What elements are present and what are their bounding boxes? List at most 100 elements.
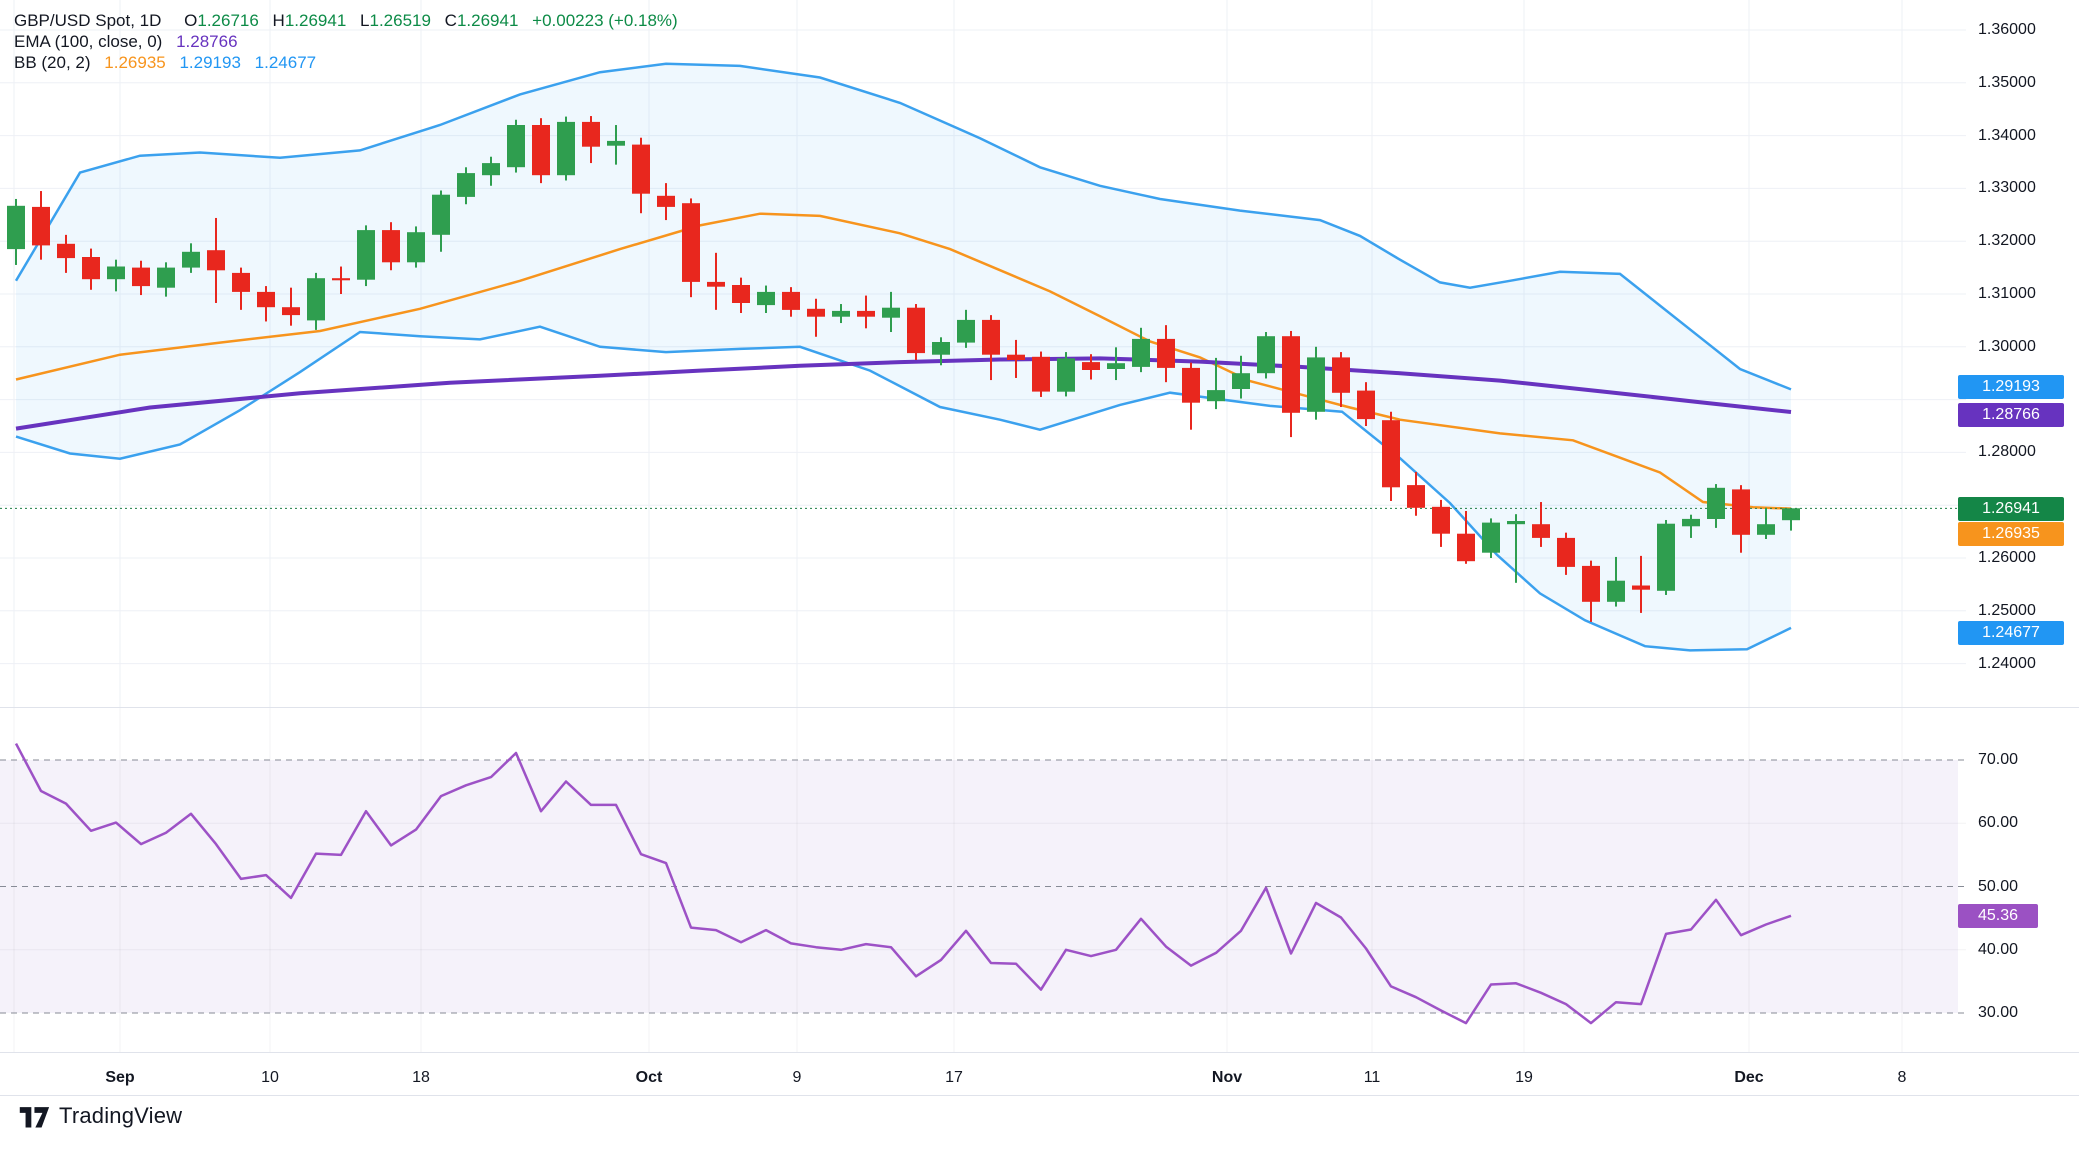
candle-body [1107, 363, 1125, 369]
price-axis-label: 1.33000 [1978, 179, 2036, 197]
candle-body [1157, 338, 1175, 368]
candle-body [1507, 521, 1525, 525]
time-axis-label: 10 [261, 1069, 279, 1086]
price-axis-label: 1.35000 [1978, 73, 2036, 91]
rsi-value-badge: 45.36 [1958, 903, 2038, 928]
candle-body [157, 267, 175, 288]
candle-body [932, 342, 950, 355]
candle-body [1607, 580, 1625, 602]
time-axis-label: 9 [792, 1069, 802, 1086]
candle-body [582, 121, 600, 147]
candle-body [282, 307, 300, 316]
price-axis-label: 1.24000 [1978, 654, 2036, 672]
candle-body [1532, 524, 1550, 538]
candle-body [1757, 524, 1775, 535]
rsi-line [14, 743, 1792, 1025]
candle-body [7, 205, 25, 250]
candle-body [1282, 336, 1300, 413]
candle-body [607, 140, 625, 146]
candle-body [882, 307, 900, 318]
pane-divider[interactable] [0, 707, 2079, 708]
last-price-badge: 1.26941 [1958, 497, 2064, 521]
candle-body [857, 310, 875, 317]
bb-basis-value: 1.26935 [104, 53, 166, 72]
candle-body [82, 257, 100, 280]
high-value: 1.26941 [284, 11, 347, 30]
candle-body [132, 267, 150, 287]
time-axis-label: Nov [1211, 1069, 1243, 1086]
candle-body [532, 125, 550, 176]
rsi-axis-label: 40.00 [1978, 940, 2019, 958]
open-value: 1.26716 [197, 11, 259, 30]
tradingview-logo[interactable]: TradingView [18, 1103, 182, 1129]
candle-body [982, 319, 1000, 355]
price-axis-label: 1.26000 [1978, 549, 2036, 566]
candle-body [182, 251, 200, 268]
tradingview-logo-icon [19, 1107, 50, 1128]
candle-body [1632, 585, 1650, 590]
symbol-title[interactable]: GBP/USD Spot, 1D [14, 11, 162, 30]
candle-body [1207, 390, 1225, 402]
open-label: O [184, 11, 198, 30]
rsi-axis-label: 70.00 [1978, 751, 2019, 768]
candle-body [482, 163, 500, 176]
candle-body [807, 308, 825, 317]
rsi-axis-label: 50.00 [1978, 877, 2019, 895]
time-axis-label: Sep [105, 1069, 135, 1086]
candle-body [1182, 367, 1200, 403]
bollinger-bands [14, 62, 1792, 652]
time-axis-label: 11 [1363, 1069, 1381, 1086]
price-axis-label: 1.30000 [1978, 337, 2036, 355]
symbol-legend-row[interactable]: GBP/USD Spot, 1D O1.26716 H1.26941 L1.26… [14, 10, 678, 31]
price-axis-label: 1.32000 [1978, 232, 2036, 250]
candle-body [332, 278, 350, 281]
candle-body [1407, 485, 1425, 508]
bb-lower-value: 1.24677 [254, 53, 317, 72]
candle-body [1657, 523, 1675, 591]
candle-body [1057, 358, 1075, 392]
candle-body [32, 206, 50, 246]
candle-body [382, 230, 400, 263]
candle-body [1082, 362, 1100, 370]
close-label: C [444, 11, 457, 30]
price-axis-label: 1.28000 [1978, 443, 2036, 461]
candle-body [1457, 533, 1475, 562]
candle-body [907, 307, 925, 354]
rsi-axis-label: 30.00 [1978, 1004, 2019, 1021]
price-axis-label: 1.25000 [1978, 601, 2036, 619]
bb-lower-line [15, 325, 1792, 652]
candle-body [207, 250, 225, 271]
candle-body [732, 285, 750, 303]
candle-body [1357, 390, 1375, 420]
ema-badge: 1.28766 [1958, 403, 2064, 427]
candle-body [1482, 522, 1500, 553]
low-value: 1.26519 [369, 11, 431, 30]
candle-body [1582, 565, 1600, 602]
candle-body [1782, 508, 1800, 521]
change-value: +0.00223 (+0.18%) [532, 11, 678, 30]
bb-basis-badge: 1.26935 [1958, 522, 2064, 546]
candle-body [432, 194, 450, 235]
candle-body [1232, 373, 1250, 389]
ema-line [15, 356, 1792, 431]
candle-body [507, 125, 525, 168]
candle-body [1732, 489, 1750, 535]
candle-body [57, 243, 75, 259]
time-axis-label: 17 [945, 1069, 963, 1086]
bb-legend-row[interactable]: BB (20, 2) 1.26935 1.29193 1.24677 [14, 52, 678, 73]
candle-body [1682, 518, 1700, 527]
ema-legend-row[interactable]: EMA (100, close, 0) 1.28766 [14, 31, 678, 52]
candle-body [357, 230, 375, 280]
candle-body [657, 195, 675, 207]
candle-body [1382, 420, 1400, 488]
time-axis-divider [0, 1052, 2079, 1053]
high-label: H [272, 11, 285, 30]
ema-label: EMA (100, close, 0) [14, 32, 163, 51]
rsi-band-fill [0, 707, 1966, 1052]
candles[interactable] [7, 116, 1800, 622]
candle-body [632, 144, 650, 194]
time-axis-label: 19 [1515, 1069, 1533, 1086]
candle-body [1707, 487, 1725, 519]
